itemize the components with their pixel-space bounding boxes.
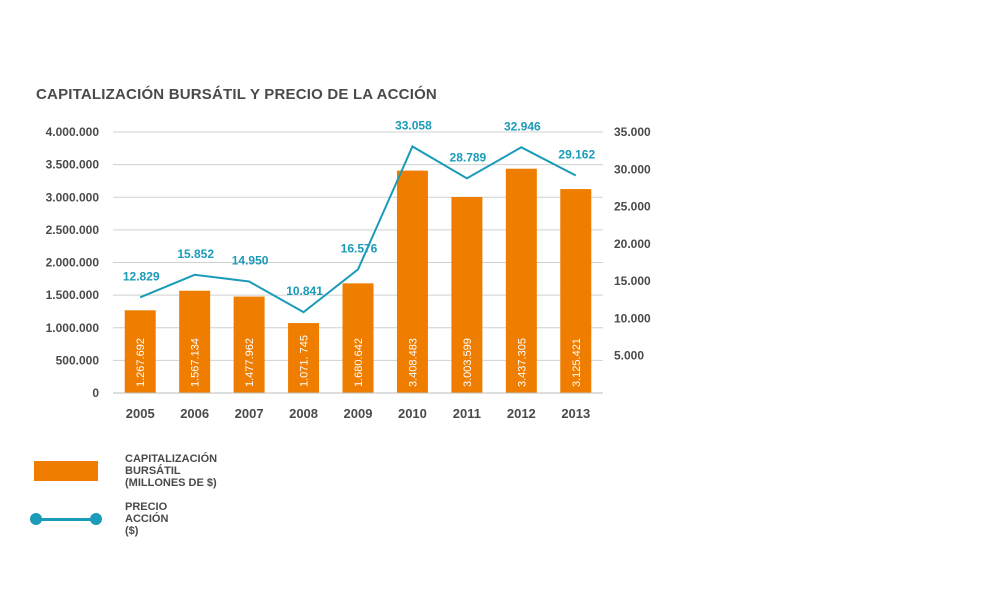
- bar-value-label: 3.003.599: [462, 338, 474, 387]
- x-tick-label: 2008: [289, 406, 318, 421]
- legend-line-swatch: [30, 512, 102, 526]
- y-left-tick-label: 2.500.000: [46, 223, 100, 237]
- x-tick-label: 2011: [453, 406, 481, 421]
- x-tick-label: 2013: [561, 406, 590, 421]
- bar-value-label: 3.125.421: [571, 338, 583, 387]
- bar-value-label: 3.437.305: [516, 338, 528, 387]
- x-tick-label: 2010: [398, 406, 427, 421]
- bar: [560, 189, 592, 393]
- price-value-label: 12.829: [123, 269, 160, 283]
- price-value-label: 14.950: [232, 254, 269, 268]
- x-tick-label: 2006: [180, 406, 209, 421]
- legend-item-line: PRECIO ACCIÓN ($): [30, 501, 168, 537]
- y-left-tick-label: 3.500.000: [46, 158, 100, 172]
- y-right-tick-label: 35.000: [614, 125, 651, 139]
- x-tick-label: 2012: [507, 406, 536, 421]
- bar-value-label: 1.567.134: [190, 338, 202, 387]
- legend-bar-swatch: [34, 461, 98, 481]
- x-tick-label: 2009: [344, 406, 373, 421]
- bar: [396, 170, 428, 393]
- price-value-label: 32.946: [504, 119, 541, 133]
- price-value-label: 15.852: [177, 247, 214, 261]
- bar-value-label: 3.408.483: [407, 338, 419, 387]
- bar-value-label: 1.071. 745: [299, 335, 311, 387]
- y-left-tick-label: 4.000.000: [46, 125, 100, 139]
- y-right-tick-label: 10.000: [614, 311, 651, 325]
- y-left-tick-label: 1.000.000: [46, 321, 100, 335]
- bar-value-label: 1.267.692: [135, 338, 147, 387]
- price-value-label: 10.841: [286, 284, 323, 298]
- y-right-tick-label: 15.000: [614, 274, 651, 288]
- y-left-tick-label: 500.000: [56, 353, 100, 367]
- bar: [233, 296, 265, 393]
- bar: [288, 323, 320, 393]
- y-right-tick-label: 30.000: [614, 162, 651, 176]
- x-tick-label: 2007: [235, 406, 264, 421]
- y-left-tick-label: 1.500.000: [46, 288, 100, 302]
- y-left-tick-label: 3.000.000: [46, 190, 100, 204]
- bar: [124, 310, 156, 393]
- price-line: [139, 145, 577, 314]
- legend-line-label: PRECIO ACCIÓN ($): [125, 501, 169, 537]
- bar: [179, 290, 211, 393]
- price-value-label: 33.058: [395, 118, 432, 132]
- y-left-tick-label: 0: [92, 386, 99, 400]
- chart-title: CAPITALIZACIÓN BURSÁTIL Y PRECIO DE LA A…: [36, 86, 437, 103]
- bar-value-label: 1.680.642: [353, 338, 365, 387]
- price-value-label: 28.789: [450, 150, 487, 164]
- bar-value-label: 1.477.962: [244, 338, 256, 387]
- price-value-label: 29.162: [558, 148, 595, 162]
- legend-item-bar: CAPITALIZACIÓN BURSÁTIL (MILLONES DE $): [30, 453, 217, 489]
- price-value-label: 16.576: [341, 241, 378, 255]
- bar: [342, 283, 374, 393]
- y-right-tick-label: 20.000: [614, 237, 651, 251]
- legend-bar-label: CAPITALIZACIÓN BURSÁTIL (MILLONES DE $): [125, 453, 218, 489]
- y-left-tick-label: 2.000.000: [46, 256, 100, 270]
- y-right-tick-label: 25.000: [614, 200, 651, 214]
- legend: CAPITALIZACIÓN BURSÁTIL (MILLONES DE $) …: [30, 453, 217, 552]
- y-right-tick-label: 5.000: [614, 349, 644, 363]
- x-tick-label: 2005: [126, 406, 155, 421]
- bar: [451, 197, 483, 393]
- bar: [505, 168, 537, 393]
